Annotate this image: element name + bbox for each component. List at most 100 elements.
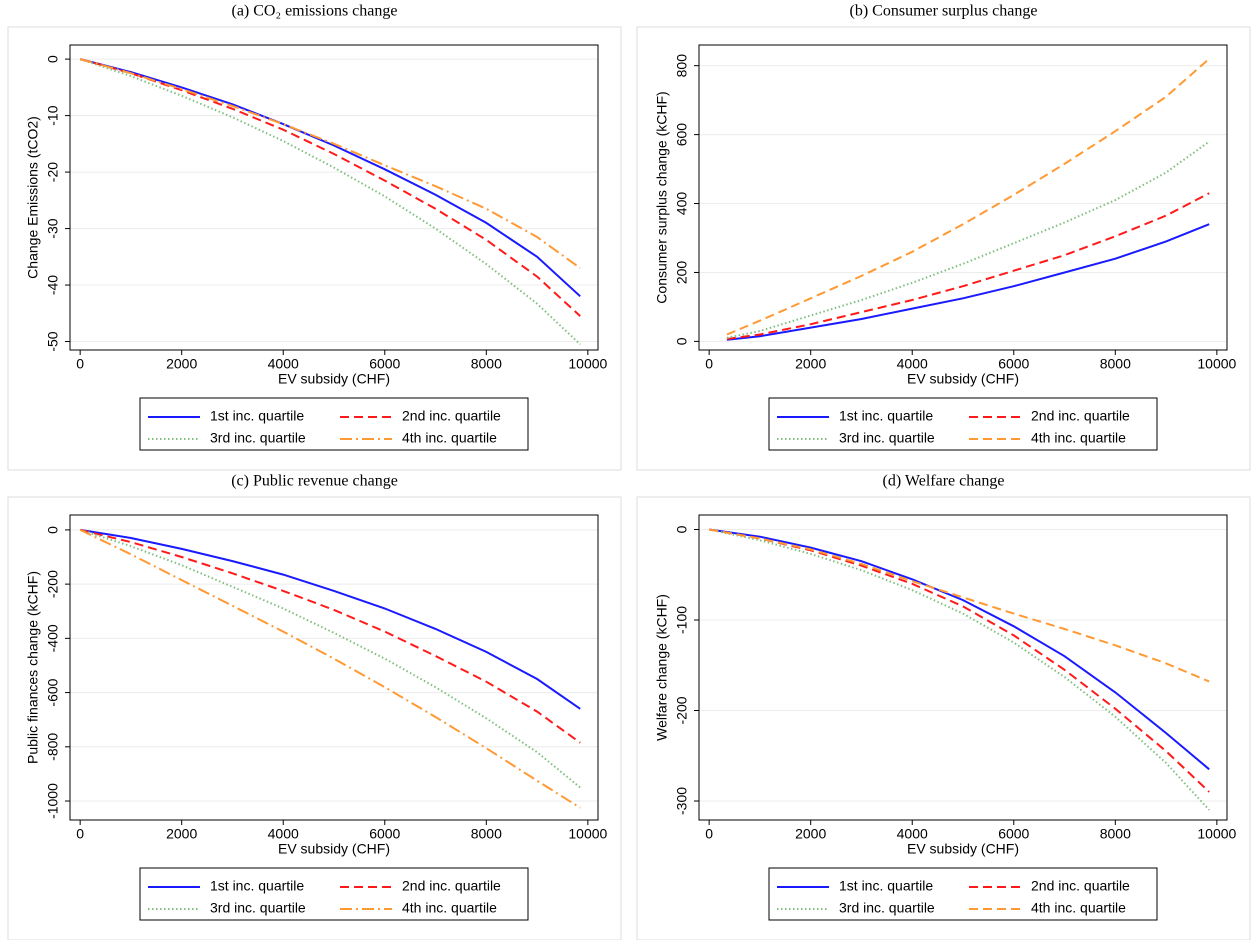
y-tick-label: -20 bbox=[45, 162, 61, 182]
y-axis-title: Public finances change (kCHF) bbox=[25, 571, 41, 764]
legend-label: 3rd inc. quartile bbox=[210, 900, 306, 916]
y-tick-label: -400 bbox=[45, 624, 61, 652]
x-tick-label: 2000 bbox=[795, 356, 826, 372]
series-line bbox=[79, 528, 581, 789]
series-line bbox=[726, 140, 1210, 339]
y-tick-label: 0 bbox=[674, 337, 690, 345]
x-tick-label: 6000 bbox=[369, 356, 400, 372]
x-tick-label: 2000 bbox=[795, 826, 826, 842]
legend-label: 4th inc. quartile bbox=[1031, 900, 1126, 916]
y-tick-label: 0 bbox=[674, 525, 690, 533]
panel-frame bbox=[636, 26, 1251, 471]
x-tick-label: 10000 bbox=[1197, 826, 1236, 842]
x-tick-label: 6000 bbox=[998, 356, 1029, 372]
series-line bbox=[708, 528, 1210, 811]
panel: (a) CO₂ emissions change 0 -10 -20 -30 -40 -50… bbox=[7, 3, 622, 471]
legend-label: 2nd inc. quartile bbox=[402, 878, 501, 894]
x-tick-label: 8000 bbox=[1100, 826, 1131, 842]
legend-label: 1st inc. quartile bbox=[839, 878, 933, 894]
chart-title: (b) Consumer surplus change bbox=[850, 3, 1038, 20]
series-line bbox=[79, 58, 581, 298]
x-axis-title: EV subsidy (CHF) bbox=[907, 841, 1019, 857]
y-tick-label: -30 bbox=[45, 218, 61, 238]
chart-title: (d) Welfare change bbox=[883, 473, 1005, 490]
series-line bbox=[79, 528, 581, 809]
x-tick-label: 4000 bbox=[897, 826, 928, 842]
legend-label: 3rd inc. quartile bbox=[210, 430, 306, 446]
y-tick-label: -50 bbox=[45, 331, 61, 351]
chart-title: (c) Public revenue change bbox=[231, 473, 398, 490]
series-line bbox=[726, 192, 1210, 340]
panel: (d) Welfare change 0 -100 -200 -300 0 2000 4000… bbox=[636, 473, 1251, 940]
legend-label: 2nd inc. quartile bbox=[402, 408, 501, 424]
x-tick-label: 6000 bbox=[998, 826, 1029, 842]
chart-title: (a) CO₂ emissions change bbox=[232, 3, 398, 20]
series-line bbox=[709, 528, 1210, 683]
legend-label: 1st inc. quartile bbox=[210, 878, 304, 894]
legend-label: 1st inc. quartile bbox=[839, 408, 933, 424]
y-tick-label: 0 bbox=[45, 526, 61, 534]
legend-label: 3rd inc. quartile bbox=[839, 430, 935, 446]
x-tick-label: 4000 bbox=[897, 356, 928, 372]
legend-label: 4th inc. quartile bbox=[402, 430, 497, 446]
y-tick-label: -100 bbox=[674, 606, 690, 634]
y-axis-title: Consumer surplus change (kCHF) bbox=[654, 91, 670, 303]
legend-label: 2nd inc. quartile bbox=[1031, 408, 1130, 424]
panel-frame bbox=[636, 496, 1251, 940]
x-tick-label: 8000 bbox=[471, 826, 502, 842]
y-tick-label: -600 bbox=[45, 678, 61, 706]
y-tick-label: -40 bbox=[45, 275, 61, 295]
legend-label: 3rd inc. quartile bbox=[839, 900, 935, 916]
x-tick-label: 8000 bbox=[471, 356, 502, 372]
legend-label: 2nd inc. quartile bbox=[1031, 878, 1130, 894]
x-tick-label: 10000 bbox=[568, 356, 607, 372]
panel: (b) Consumer surplus change 0 200 400 600 800… bbox=[636, 3, 1251, 471]
y-tick-label: -200 bbox=[674, 696, 690, 724]
x-tick-label: 0 bbox=[705, 826, 713, 842]
x-tick-label: 0 bbox=[705, 356, 713, 372]
series-line bbox=[79, 528, 581, 744]
y-tick-label: 200 bbox=[674, 261, 690, 285]
series-line bbox=[726, 223, 1210, 341]
x-tick-label: 4000 bbox=[268, 826, 299, 842]
legend-box bbox=[768, 397, 1158, 451]
legend-box bbox=[139, 867, 529, 921]
x-axis-title: EV subsidy (CHF) bbox=[278, 371, 390, 387]
x-tick-label: 2000 bbox=[166, 826, 197, 842]
x-tick-label: 6000 bbox=[369, 826, 400, 842]
x-tick-label: 2000 bbox=[166, 356, 197, 372]
legend-label: 1st inc. quartile bbox=[210, 408, 304, 424]
legend-box bbox=[139, 397, 529, 451]
series-line bbox=[79, 58, 581, 317]
x-tick-label: 0 bbox=[76, 356, 84, 372]
panel-frame bbox=[7, 496, 622, 940]
y-tick-label: -800 bbox=[45, 733, 61, 761]
y-tick-label: 0 bbox=[45, 55, 61, 63]
series-line bbox=[79, 58, 581, 269]
x-tick-label: 0 bbox=[76, 826, 84, 842]
x-tick-label: 10000 bbox=[1197, 356, 1236, 372]
y-tick-label: -1000 bbox=[45, 783, 61, 819]
y-tick-label: -300 bbox=[674, 787, 690, 815]
series-line bbox=[726, 58, 1210, 336]
series-line bbox=[709, 528, 1210, 793]
y-axis-title: Change Emissions (tCO2) bbox=[25, 116, 41, 279]
plot-frame bbox=[69, 514, 599, 821]
y-tick-label: 600 bbox=[674, 123, 690, 147]
y-tick-label: 800 bbox=[674, 54, 690, 78]
y-tick-label: 400 bbox=[674, 192, 690, 216]
y-tick-label: -200 bbox=[45, 570, 61, 598]
x-axis-title: EV subsidy (CHF) bbox=[278, 841, 390, 857]
panel-frame bbox=[7, 26, 622, 471]
panel: (c) Public revenue change 0 -200 -400 -600 -8… bbox=[7, 473, 622, 940]
legend-box bbox=[768, 867, 1158, 921]
series-line bbox=[79, 58, 581, 346]
x-tick-label: 4000 bbox=[268, 356, 299, 372]
x-axis-title: EV subsidy (CHF) bbox=[907, 371, 1019, 387]
legend-label: 4th inc. quartile bbox=[1031, 430, 1126, 446]
legend-label: 4th inc. quartile bbox=[402, 900, 497, 916]
series-line bbox=[80, 528, 581, 710]
plot-frame bbox=[698, 44, 1228, 351]
series-line bbox=[709, 528, 1210, 771]
